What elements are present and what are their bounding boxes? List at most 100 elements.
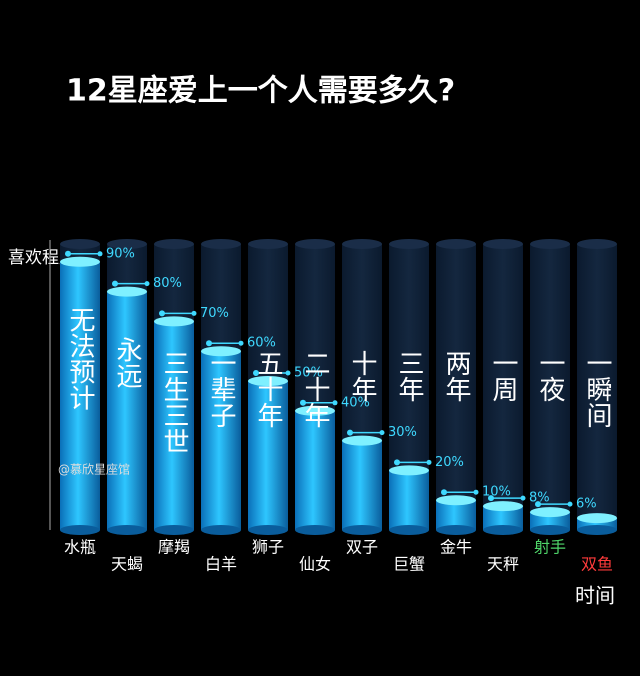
tube-top [201,239,241,249]
x-tick-label: 摩羯 [158,538,190,557]
bar-text: 永远 [112,336,142,388]
bar-top [436,495,476,506]
value-label: 80% [153,276,182,291]
bar-bottom [530,525,570,535]
x-tick-label: 巨蟹 [393,555,425,574]
label-dot [97,251,103,257]
value-label: 90% [106,246,135,261]
bar [154,321,194,530]
bar-text: 三年 [394,350,424,402]
bar-bottom [154,525,194,535]
bar-bottom [107,525,147,535]
watermark: @慕欣星座馆 [58,462,130,477]
label-dot [191,310,197,316]
bar-top [154,316,194,327]
bar-text: 一周 [488,350,518,402]
tube-top [530,239,570,249]
x-tick-label: 仙女 [299,555,331,574]
value-label: 8% [529,491,550,506]
tube [436,244,476,530]
tube-top [483,239,523,249]
tube-top [389,239,429,249]
tube [577,244,617,530]
value-label: 40% [341,395,370,410]
tube-top [60,239,100,249]
bar-text: 五十年 [253,350,283,428]
bar-top [342,435,382,446]
bar [530,512,570,530]
bar [483,506,523,530]
bar-top [295,405,335,416]
x-tick-label: 白羊 [205,555,237,574]
bar-bottom [389,525,429,535]
label-dot [285,370,291,376]
bar [577,518,617,530]
bar [389,470,429,530]
x-tick-label: 天蝎 [111,555,143,574]
label-dot [473,489,479,495]
bar-top [60,256,100,267]
bar [60,261,100,530]
value-label: 70% [200,306,229,321]
bar [248,381,288,530]
tube-top [436,239,476,249]
bar-text: 三生三世 [159,350,189,454]
x-axis-label: 时间 [575,584,615,608]
bar-top [107,286,147,297]
bar-bottom [342,525,382,535]
bar-text: 一瞬间 [582,350,612,428]
bar-top [577,513,617,524]
bar-bottom [295,525,335,535]
label-dot [426,459,432,465]
x-tick-label: 射手 [534,538,566,557]
value-label: 6% [576,497,597,512]
tube-top [154,239,194,249]
tube-top [342,239,382,249]
label-dot [379,430,385,436]
tube-top [107,239,147,249]
x-tick-label: 双子 [346,538,378,557]
bar-text: 无法预计 [65,307,95,411]
label-dot [238,340,244,346]
bar-text: 两年 [441,350,471,402]
value-label: 60% [247,336,276,351]
bar-top [201,346,241,357]
tube-top [295,239,335,249]
bar-text: 十年 [347,350,377,402]
x-tick-label: 双鱼 [581,555,613,574]
x-tick-label: 狮子 [252,538,284,557]
tube [483,244,523,530]
tube-top [248,239,288,249]
bar [107,291,147,530]
bar-bottom [60,525,100,535]
bar-text: 一夜 [535,350,565,402]
bar-top [389,465,429,476]
bar-bottom [436,525,476,535]
label-dot [520,495,526,501]
bar-top [483,501,523,512]
tube [530,244,570,530]
x-tick-label: 天秤 [487,555,519,574]
bar-bottom [577,525,617,535]
bar [201,351,241,530]
x-tick-label: 水瓶 [64,538,96,557]
bar [295,410,335,530]
bar-top [248,376,288,386]
label-dot [144,281,150,287]
bar-text: 二十年 [300,350,330,428]
x-tick-label: 金牛 [440,538,472,557]
bar-bottom [248,525,288,535]
chart-title: 12星座爱上一个人需要多久? [66,74,455,109]
bar-text: 一辈子 [206,350,236,428]
bar-bottom [483,525,523,535]
value-label: 20% [435,455,464,470]
value-label: 50% [294,366,323,381]
bar-top [530,507,570,518]
bar [342,440,382,530]
bar-bottom [201,525,241,535]
y-axis-label: 喜欢程度 [8,248,76,268]
label-dot [332,400,338,406]
tube-top [577,239,617,249]
value-label: 30% [388,425,417,440]
